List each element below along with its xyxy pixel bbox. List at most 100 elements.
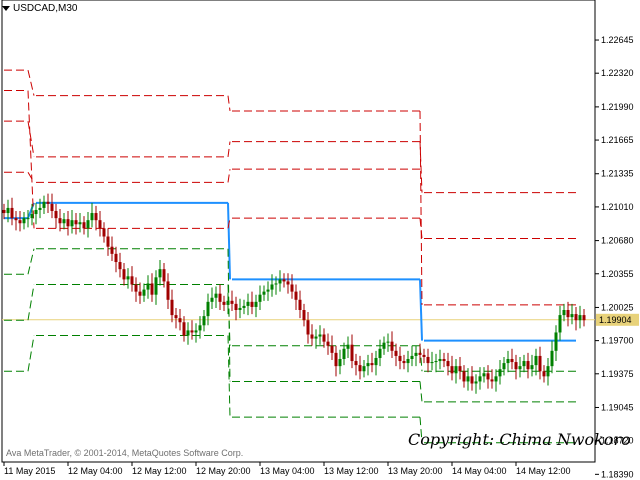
bear-candle xyxy=(422,354,426,357)
x-tick-label: 12 May 12:00 xyxy=(132,466,187,476)
bear-candle xyxy=(582,315,586,321)
x-tick-label: 12 May 04:00 xyxy=(68,466,123,476)
bull-candle xyxy=(142,289,146,296)
symbol-text: USDCAD,M30 xyxy=(13,3,78,14)
bear-candle xyxy=(350,344,354,362)
bull-candle xyxy=(506,358,510,364)
y-tick-label: 1.19700 xyxy=(601,336,634,346)
y-tick-label: 1.19375 xyxy=(601,369,634,379)
bear-candle xyxy=(322,334,326,342)
bear-candle xyxy=(46,201,50,204)
bear-candle xyxy=(390,341,394,351)
triangle-down-icon[interactable] xyxy=(2,6,10,11)
x-tick-label: 12 May 20:00 xyxy=(196,466,251,476)
level-s3-step xyxy=(27,335,35,372)
bear-candle xyxy=(510,358,514,363)
x-tick-label: 13 May 20:00 xyxy=(388,466,443,476)
bear-candle xyxy=(446,361,450,367)
y-tick-label: 1.22645 xyxy=(601,35,634,45)
bull-candle xyxy=(126,276,130,280)
bear-candle xyxy=(170,299,174,316)
symbol-label[interactable]: USDCAD,M30 xyxy=(2,3,77,14)
bull-candle xyxy=(362,366,366,372)
bear-candle xyxy=(110,246,114,254)
bear-candle xyxy=(542,371,546,377)
bear-candle xyxy=(174,315,178,319)
bear-candle xyxy=(2,209,6,214)
bull-candle xyxy=(318,334,322,337)
y-tick-label: 1.18390 xyxy=(601,469,634,479)
bear-candle xyxy=(290,284,294,292)
bull-candle xyxy=(482,373,486,377)
bull-candle xyxy=(194,330,198,333)
level-r2-step xyxy=(227,141,231,157)
x-tick-label: 14 May 12:00 xyxy=(516,466,571,476)
level-pivot-step xyxy=(419,279,423,341)
bull-candle xyxy=(270,284,274,290)
bear-candle xyxy=(102,228,106,237)
bull-candle xyxy=(382,342,386,349)
price-label-bg xyxy=(596,313,639,326)
level-s3-step xyxy=(419,417,423,443)
y-tick-label: 1.21990 xyxy=(601,102,634,112)
bull-candle xyxy=(338,358,342,367)
bull-candle xyxy=(502,363,506,370)
x-tick-label: 13 May 04:00 xyxy=(260,466,315,476)
bull-candle xyxy=(258,294,262,302)
bull-candle xyxy=(30,214,34,219)
bull-candle xyxy=(86,220,90,229)
level-r4-step xyxy=(227,169,231,183)
level-pivot-step xyxy=(227,202,231,280)
bear-candle xyxy=(310,334,314,339)
bull-candle xyxy=(26,218,30,220)
level-r3-step xyxy=(227,95,231,112)
bear-candle xyxy=(138,291,142,296)
bear-candle xyxy=(426,356,430,364)
bull-candle xyxy=(254,301,258,307)
bear-candle xyxy=(18,220,22,224)
bull-candle xyxy=(146,283,150,290)
bear-candle xyxy=(162,269,166,282)
bear-candle xyxy=(306,320,310,335)
level-s2-step xyxy=(227,248,231,382)
y-tick-label: 1.20025 xyxy=(601,302,634,312)
y-tick-label: 1.22320 xyxy=(601,68,634,78)
bull-candle xyxy=(518,366,522,370)
bull-candle xyxy=(206,301,210,317)
bull-candle xyxy=(438,358,442,362)
bear-candle xyxy=(334,352,338,367)
bull-candle xyxy=(478,376,482,382)
bull-candle xyxy=(274,283,278,285)
y-tick-label: 1.19045 xyxy=(601,402,634,412)
bear-candle xyxy=(294,291,298,300)
bull-candle xyxy=(34,209,38,215)
level-r4-step xyxy=(27,171,35,183)
bear-candle xyxy=(54,210,58,219)
bull-candle xyxy=(90,213,94,221)
bull-candle xyxy=(186,330,190,336)
bear-candle xyxy=(486,373,490,380)
y-tick-label: 1.21010 xyxy=(601,202,634,212)
plot-border xyxy=(1,0,596,463)
level-s2-step xyxy=(419,381,423,402)
bear-candle xyxy=(130,276,134,285)
bull-candle xyxy=(366,363,370,367)
bull-candle xyxy=(210,297,214,302)
bull-candle xyxy=(546,366,550,377)
bull-candle xyxy=(474,381,478,384)
bear-candle xyxy=(470,376,474,384)
bear-candle xyxy=(166,281,170,300)
bull-candle xyxy=(42,201,46,208)
bear-candle xyxy=(234,303,238,310)
bear-candle xyxy=(230,300,234,304)
level-r3-step xyxy=(419,110,423,305)
bull-candle xyxy=(202,316,206,326)
bear-candle xyxy=(182,322,186,336)
level-r2-step xyxy=(419,141,423,193)
bear-candle xyxy=(94,213,98,221)
bear-candle xyxy=(370,363,374,366)
bull-candle xyxy=(154,277,158,295)
bear-candle xyxy=(326,341,330,346)
